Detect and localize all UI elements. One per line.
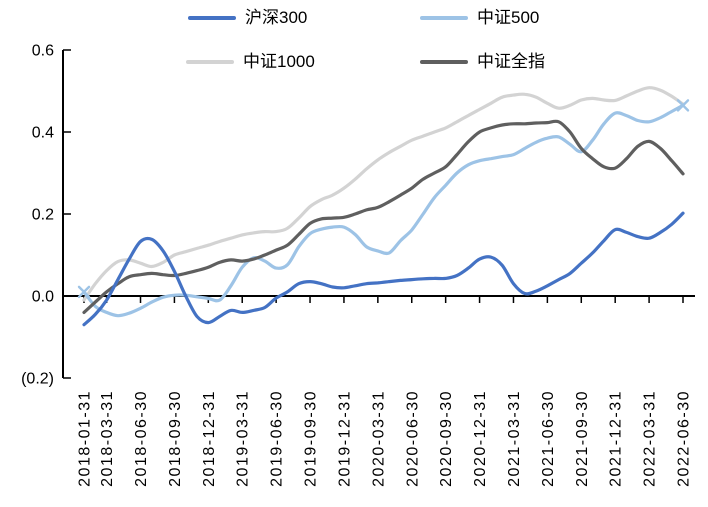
y-axis-tick-label: 0.6 <box>32 43 54 60</box>
x-axis-tick-label: 2020-03-31 <box>370 390 387 487</box>
legend-label-zzquanzhi: 中证全指 <box>477 52 545 71</box>
x-axis-tick-label: 2018-06-30 <box>133 390 150 487</box>
y-axis-tick-label: 0.4 <box>32 125 54 142</box>
x-axis-tick-label: 2019-09-30 <box>303 390 320 487</box>
x-axis-tick-label: 2022-03-31 <box>642 390 659 487</box>
x-axis-tick-label: 2019-06-30 <box>269 390 286 487</box>
x-axis-tick-label: 2021-03-31 <box>506 390 523 487</box>
x-axis-tick-label: 2021-12-31 <box>608 390 625 487</box>
legend-label-zz500: 中证500 <box>477 8 540 27</box>
x-axis-tick-label: 2020-09-30 <box>438 390 455 487</box>
series-zz500-end-marker-x <box>676 99 690 112</box>
legend-item-zz500: 中证500 <box>420 8 539 28</box>
x-axis-tick-label: 2018-09-30 <box>167 390 184 487</box>
series-zz500-start-marker-x <box>77 285 91 299</box>
series-zzquanzhi-line <box>82 119 685 314</box>
legend-label-zz1000: 中证1000 <box>243 52 315 71</box>
x-axis-tick-label: 2021-06-30 <box>540 390 557 487</box>
x-axis-tick-label: 2021-09-30 <box>574 390 591 487</box>
legend-swatch-zzquanzhi <box>420 60 468 64</box>
legend-swatch-hs300 <box>188 16 236 20</box>
series-hs300-line <box>82 211 685 327</box>
series-zz1000-line <box>82 86 685 302</box>
legend-item-zzquanzhi: 中证全指 <box>420 52 545 72</box>
y-axis-tick-label: 0.2 <box>32 207 54 224</box>
legend-swatch-zz500 <box>420 16 468 20</box>
x-axis-tick-label: 2018-12-31 <box>201 390 218 487</box>
legend-swatch-zz1000 <box>186 60 234 64</box>
legend-item-hs300: 沪深300 <box>188 8 307 28</box>
x-axis-tick-label: 2022-06-30 <box>676 390 693 487</box>
x-axis-tick-label: 2018-03-31 <box>99 390 116 487</box>
x-axis-tick-label: 2020-06-30 <box>404 390 421 487</box>
series-zz500-line <box>82 103 685 318</box>
x-axis-tick-label: 2019-12-31 <box>336 390 353 487</box>
x-axis-tick-label: 2019-03-31 <box>235 390 252 487</box>
y-axis-tick-label: 0.0 <box>32 289 54 306</box>
x-axis-tick-label: 2018-01-31 <box>77 390 94 487</box>
x-axis-tick-label: 2020-12-31 <box>472 390 489 487</box>
legend-label-hs300: 沪深300 <box>245 8 308 27</box>
legend-item-zz1000: 中证1000 <box>186 52 315 72</box>
y-axis-tick-label: (0.2) <box>21 371 54 388</box>
